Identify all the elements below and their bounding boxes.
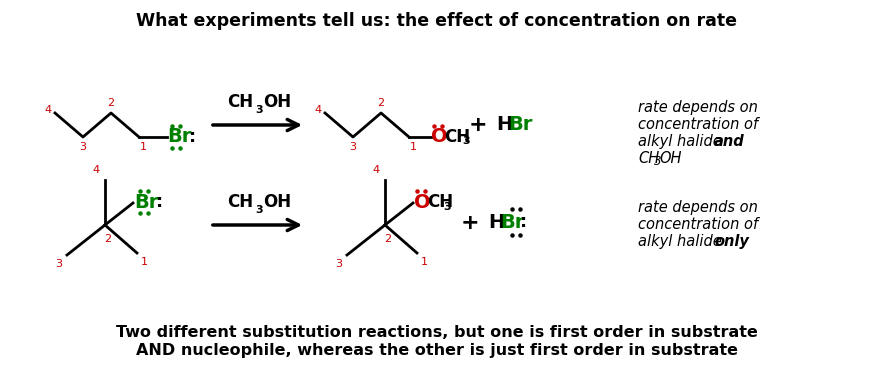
Text: OH: OH [659, 151, 682, 166]
Text: 4: 4 [45, 105, 52, 115]
Text: rate depends on: rate depends on [638, 100, 758, 115]
Text: alkyl halide: alkyl halide [638, 234, 726, 249]
Text: What experiments tell us: the effect of concentration on rate: What experiments tell us: the effect of … [136, 12, 738, 30]
Text: :: : [520, 213, 527, 231]
Text: Br: Br [134, 193, 158, 212]
Text: 3: 3 [80, 142, 87, 152]
Text: 1: 1 [141, 257, 148, 267]
Text: 2: 2 [108, 98, 114, 108]
Text: concentration of: concentration of [638, 117, 758, 132]
Text: 3: 3 [255, 205, 263, 215]
Text: CH: CH [444, 128, 470, 146]
Text: 1: 1 [421, 257, 428, 267]
Text: Two different substitution reactions, but one is first order in substrate: Two different substitution reactions, bu… [116, 325, 758, 340]
Text: 2: 2 [104, 234, 112, 244]
Text: alkyl halide: alkyl halide [638, 134, 726, 149]
Text: concentration of: concentration of [638, 217, 758, 232]
Text: OH: OH [263, 93, 292, 111]
Text: 3: 3 [462, 136, 469, 146]
Text: OH: OH [263, 193, 292, 211]
Text: CH: CH [227, 193, 253, 211]
Text: 4: 4 [373, 165, 380, 175]
Text: 1: 1 [140, 142, 147, 152]
Text: CH: CH [638, 151, 659, 166]
Text: :: : [156, 193, 163, 211]
Text: H: H [488, 212, 504, 231]
Text: AND nucleophile, whereas the other is just first order in substrate: AND nucleophile, whereas the other is ju… [136, 343, 738, 358]
Text: Br: Br [508, 114, 532, 133]
Text: 3: 3 [350, 142, 357, 152]
Text: 3: 3 [55, 259, 62, 269]
Text: CH: CH [227, 93, 253, 111]
Text: only: only [714, 234, 749, 249]
Text: H: H [496, 114, 512, 133]
Text: :: : [189, 128, 196, 146]
Text: O: O [414, 193, 431, 212]
Text: 3: 3 [443, 202, 451, 212]
Text: 2: 2 [378, 98, 385, 108]
Text: 1: 1 [410, 142, 417, 152]
Text: CH: CH [427, 193, 453, 211]
Text: 2: 2 [385, 234, 392, 244]
Text: and: and [714, 134, 745, 149]
Text: Br: Br [500, 212, 524, 231]
Text: +: + [461, 213, 479, 233]
Text: 3: 3 [654, 155, 662, 168]
Text: +: + [468, 115, 488, 135]
Text: 4: 4 [93, 165, 100, 175]
Text: rate depends on: rate depends on [638, 200, 758, 215]
Text: Br: Br [167, 128, 191, 147]
Text: O: O [431, 128, 447, 147]
Text: 4: 4 [315, 105, 322, 115]
Text: 3: 3 [255, 105, 263, 115]
Text: 3: 3 [335, 259, 342, 269]
